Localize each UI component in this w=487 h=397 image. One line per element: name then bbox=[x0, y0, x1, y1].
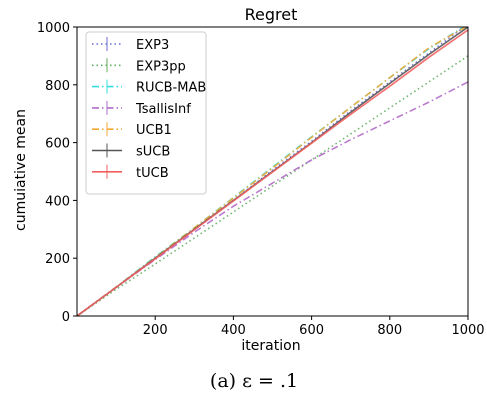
figure-caption: (a) ε = .1 bbox=[210, 370, 298, 392]
legend-label-tucb: tUCB bbox=[136, 166, 169, 181]
legend-label-sucb: sUCB bbox=[136, 145, 170, 160]
legend: EXP3 EXP3pp RUCB-MAB TsallisInf UCB1 sUCB tUCB bbox=[85, 31, 207, 195]
x-tick-label: 600 bbox=[299, 323, 324, 338]
y-tick-label: 400 bbox=[45, 194, 70, 209]
x-tick-label: 1000 bbox=[451, 323, 484, 338]
legend-box bbox=[85, 31, 207, 195]
series-line-exp3pp bbox=[77, 55, 468, 316]
series-layer bbox=[77, 27, 468, 316]
legend-label-rucb-mab: RUCB-MAB bbox=[136, 81, 206, 96]
series-line-ucb1 bbox=[77, 27, 468, 316]
legend-label-ucb1: UCB1 bbox=[136, 123, 172, 138]
y-tick-label: 0 bbox=[62, 310, 70, 325]
ticks-layer: 200 400 600 800 1000 0 200 400 600 800 1000 bbox=[37, 21, 485, 338]
x-axis-label: iteration bbox=[241, 338, 300, 354]
y-tick-label: 200 bbox=[45, 252, 70, 267]
y-tick-label: 600 bbox=[45, 137, 70, 152]
series-line-exp3 bbox=[77, 27, 466, 316]
y-tick-label: 800 bbox=[45, 79, 70, 94]
legend-label-exp3pp: EXP3pp bbox=[136, 59, 186, 74]
y-axis-label: cumuiative mean bbox=[13, 109, 29, 231]
series-line-tsallisinf bbox=[77, 81, 468, 316]
legend-label-exp3: EXP3 bbox=[136, 38, 169, 53]
y-tick-label: 1000 bbox=[37, 21, 70, 36]
x-tick-label: 200 bbox=[143, 323, 168, 338]
plot-frame bbox=[76, 26, 469, 317]
legend-label-tsallisinf: TsallisInf bbox=[135, 102, 191, 117]
series-line-tucb bbox=[77, 29, 468, 316]
x-tick-label: 400 bbox=[221, 323, 246, 338]
x-tick-label: 800 bbox=[377, 323, 402, 338]
chart-title: Regret bbox=[245, 5, 298, 24]
